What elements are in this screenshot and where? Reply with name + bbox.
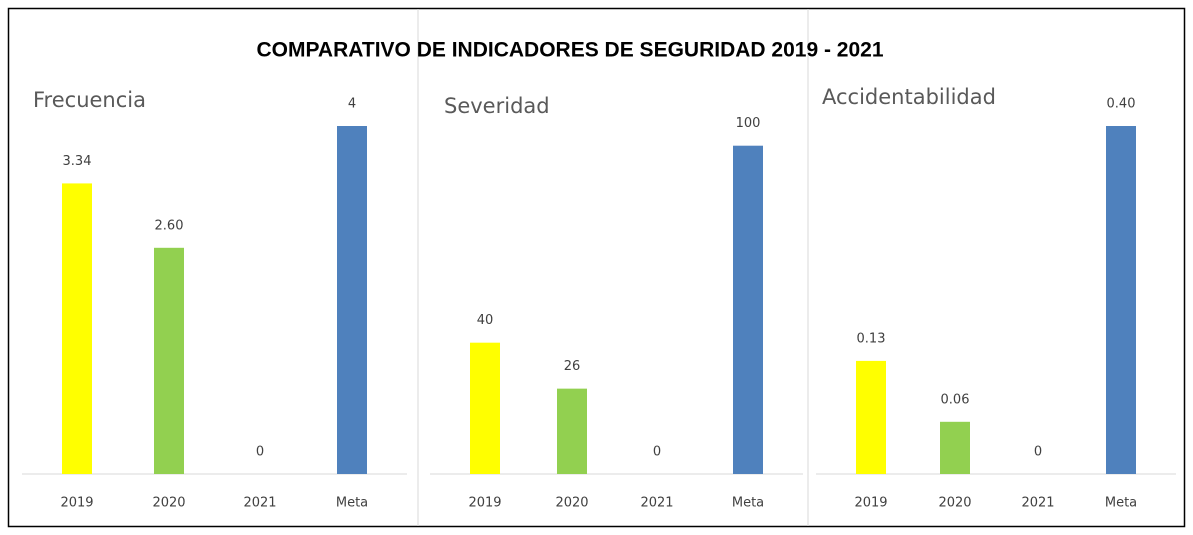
x-tick-label: 2020	[555, 496, 588, 511]
value-label: 0.06	[941, 392, 970, 407]
main-title: COMPARATIVO DE INDICADORES DE SEGURIDAD …	[256, 39, 883, 62]
value-label: 0	[1034, 445, 1042, 460]
panel-title: Severidad	[444, 94, 550, 118]
x-tick-label: 2021	[640, 496, 673, 511]
value-label: 0	[256, 445, 264, 460]
x-tick-label: 2019	[468, 496, 501, 511]
x-tick-label: 2020	[152, 496, 185, 511]
x-tick-label: Meta	[732, 496, 764, 511]
x-tick-label: 2019	[854, 496, 887, 511]
bar	[154, 247, 184, 474]
bar	[856, 360, 886, 474]
panel-title: Accidentabilidad	[822, 85, 996, 109]
x-tick-label: 2021	[243, 496, 276, 511]
panel-title: Frecuencia	[33, 88, 146, 112]
value-label: 40	[477, 313, 494, 328]
bar	[62, 183, 92, 475]
value-label: 26	[564, 359, 581, 374]
x-tick-label: Meta	[336, 496, 368, 511]
value-label: 4	[348, 97, 356, 112]
x-tick-label: Meta	[1105, 496, 1137, 511]
value-label: 2.60	[155, 218, 184, 233]
value-label: 0	[653, 445, 661, 460]
value-label: 0.13	[857, 331, 886, 346]
bar	[470, 342, 500, 474]
x-tick-label: 2020	[938, 496, 971, 511]
x-tick-label: 2021	[1021, 496, 1054, 511]
value-label: 100	[736, 116, 761, 131]
x-tick-label: 2019	[60, 496, 93, 511]
value-label: 0.40	[1107, 97, 1136, 112]
bar	[733, 145, 763, 474]
bar	[1106, 126, 1136, 474]
bar	[337, 126, 367, 474]
frame	[7, 7, 1186, 528]
bar	[557, 388, 587, 474]
bar	[940, 421, 970, 474]
value-label: 3.34	[63, 154, 92, 169]
